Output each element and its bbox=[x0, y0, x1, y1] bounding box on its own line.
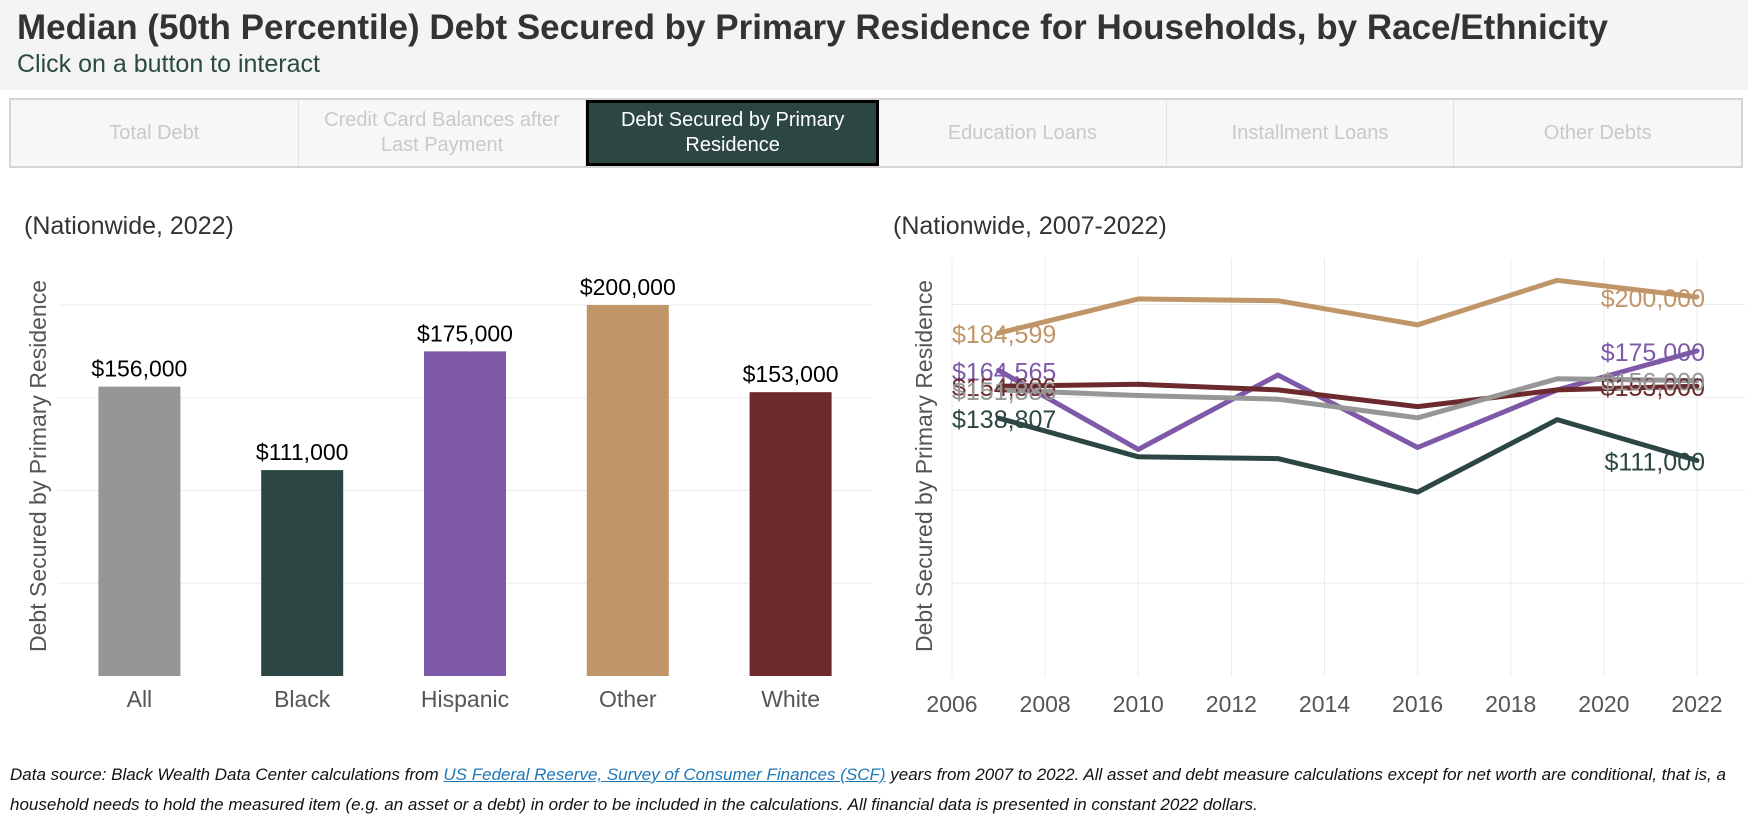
line-end-label-other: $200,000 bbox=[1601, 285, 1705, 313]
line-x-tick-2022: 2022 bbox=[1671, 691, 1722, 717]
line-series-all bbox=[996, 376, 1700, 421]
charts-canvas: $156,000 All $111,000 Black $175,000 Hispanic… bbox=[25, 258, 1745, 717]
bar-category-label-white: White bbox=[761, 686, 820, 712]
line-x-tick-2016: 2016 bbox=[1392, 691, 1443, 717]
line-series-black bbox=[996, 415, 1700, 495]
tab-debt-secured-by-primary-residence[interactable]: Debt Secured by Primary Residence bbox=[586, 100, 880, 166]
bar-chart-subtitle: (Nationwide, 2022) bbox=[24, 212, 234, 240]
bar-all bbox=[98, 386, 181, 676]
line-start-label-black: $138,807 bbox=[952, 406, 1056, 434]
line-y-axis-label: Debt Secured by Primary Residence bbox=[911, 280, 937, 652]
line-series-white bbox=[996, 381, 1700, 410]
footer-prefix: Data source: Black Wealth Data Center ca… bbox=[10, 765, 444, 784]
line-start-label-white: $154,686 bbox=[952, 374, 1056, 402]
line-series-other bbox=[996, 277, 1700, 336]
line-end-label-all: $156,000 bbox=[1601, 369, 1705, 397]
line-start-label-other: $184,599 bbox=[952, 321, 1056, 349]
line-x-tick-2010: 2010 bbox=[1113, 691, 1164, 717]
bar-category-label-other: Other bbox=[599, 686, 657, 712]
line-x-tick-2014: 2014 bbox=[1299, 691, 1350, 717]
header-bar: Median (50th Percentile) Debt Secured by… bbox=[0, 0, 1748, 90]
tab-education-loans[interactable]: Education Loans bbox=[879, 100, 1167, 166]
page-subtitle: Click on a button to interact bbox=[17, 50, 320, 78]
bar-y-axis-label: Debt Secured by Primary Residence bbox=[25, 280, 51, 652]
bar-value-label-other: $200,000 bbox=[580, 274, 676, 300]
line-end-label-hispanic: $175,000 bbox=[1601, 339, 1705, 367]
line-chart-subtitle: (Nationwide, 2007-2022) bbox=[893, 212, 1167, 240]
tab-total-debt[interactable]: Total Debt bbox=[11, 100, 299, 166]
line-start-label-all: $151,886 bbox=[952, 378, 1056, 406]
bar-white bbox=[749, 392, 832, 676]
bar-hispanic bbox=[424, 351, 506, 676]
line-x-tick-2006: 2006 bbox=[926, 691, 977, 717]
line-end-label-black: $111,000 bbox=[1604, 448, 1705, 476]
measure-tab-bar: Total Debt Credit Card Balances after La… bbox=[9, 98, 1743, 168]
bar-value-label-all: $156,000 bbox=[91, 356, 187, 382]
bar-other bbox=[586, 305, 669, 676]
data-source-note: Data source: Black Wealth Data Center ca… bbox=[10, 760, 1730, 820]
line-x-tick-2008: 2008 bbox=[1020, 691, 1071, 717]
bar-category-label-all: All bbox=[127, 686, 153, 712]
line-x-tick-2012: 2012 bbox=[1206, 691, 1257, 717]
bar-black bbox=[261, 470, 344, 676]
scf-source-link[interactable]: US Federal Reserve, Survey of Consumer F… bbox=[443, 765, 886, 784]
bar-value-label-hispanic: $175,000 bbox=[417, 320, 513, 346]
tab-installment-loans[interactable]: Installment Loans bbox=[1166, 100, 1455, 166]
line-start-label-hispanic: $164,565 bbox=[952, 358, 1056, 386]
line-end-label-white: $153,000 bbox=[1601, 374, 1705, 402]
bar-category-label-black: Black bbox=[274, 686, 331, 712]
footer-suffix: years from 2007 to 2022. All asset and d… bbox=[10, 765, 1726, 814]
page-title: Median (50th Percentile) Debt Secured by… bbox=[17, 8, 1609, 47]
tab-credit-card-balances[interactable]: Credit Card Balances after Last Payment bbox=[298, 100, 587, 166]
line-series-hispanic bbox=[996, 348, 1700, 452]
tab-other-debts[interactable]: Other Debts bbox=[1454, 100, 1742, 166]
line-x-tick-2020: 2020 bbox=[1578, 691, 1629, 717]
bar-value-label-white: $153,000 bbox=[743, 361, 839, 387]
line-x-tick-2018: 2018 bbox=[1485, 691, 1536, 717]
bar-category-label-hispanic: Hispanic bbox=[421, 686, 509, 712]
bar-value-label-black: $111,000 bbox=[256, 439, 349, 465]
